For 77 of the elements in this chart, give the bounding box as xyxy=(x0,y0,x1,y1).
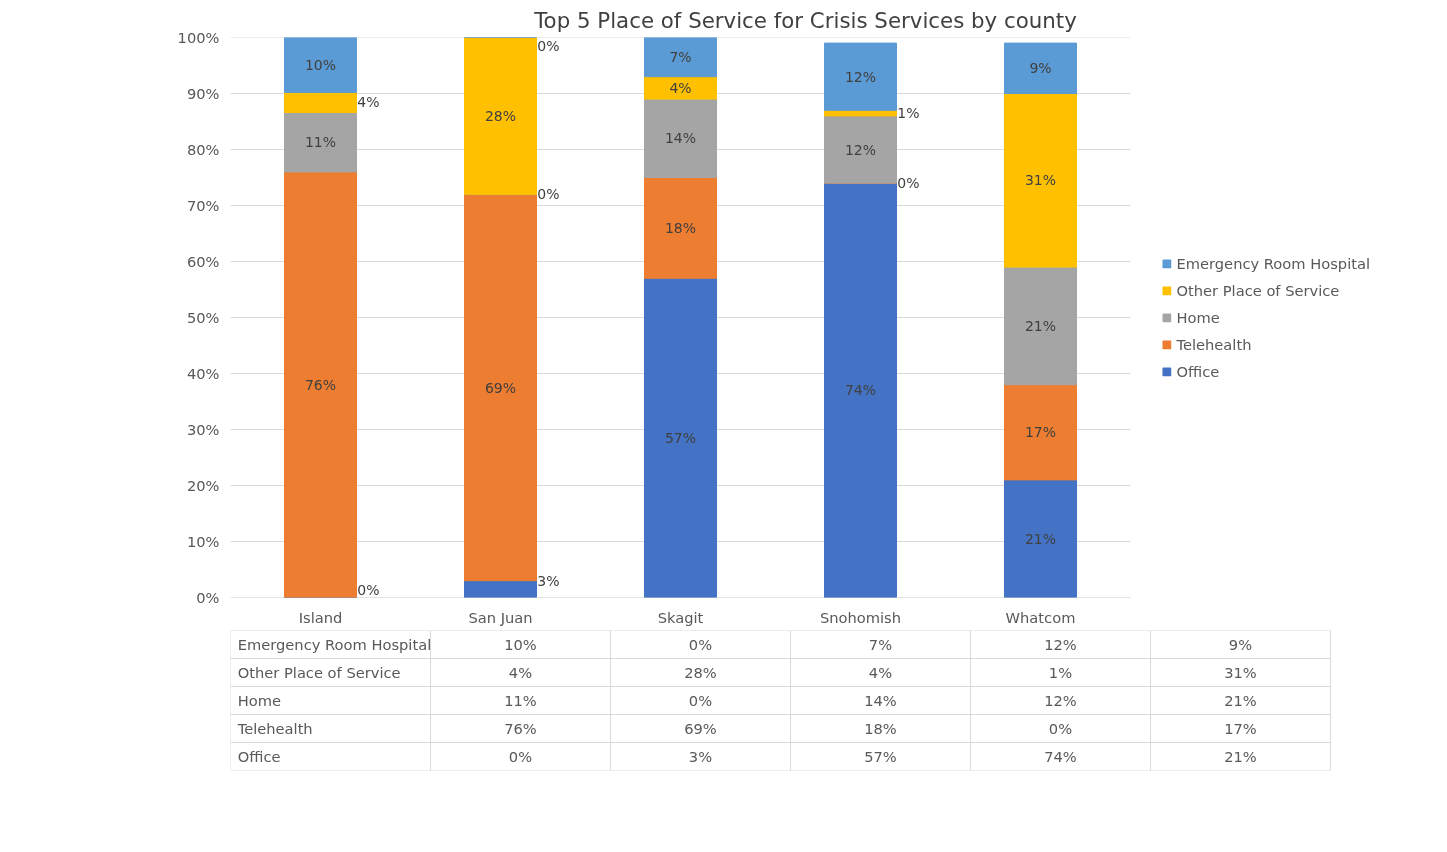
data-label: 31% xyxy=(1024,172,1057,189)
text: 0% xyxy=(688,692,713,709)
data-label: 74% xyxy=(844,382,877,399)
text: 1% xyxy=(1048,664,1073,681)
text: Emergency Room Hospital xyxy=(237,636,432,653)
data-label: 14% xyxy=(664,130,697,147)
x-tick-label: Whatcom xyxy=(1005,608,1076,626)
data-label: 12% xyxy=(844,141,877,158)
text: 21% xyxy=(1224,748,1257,765)
legend-label: Home xyxy=(1176,308,1220,326)
y-tick-label: 10% xyxy=(186,533,220,550)
text: 57% xyxy=(864,748,897,765)
legend-label: Other Place of Service xyxy=(1176,281,1340,299)
text: 76% xyxy=(504,720,537,737)
text: Home xyxy=(237,692,281,709)
legend-label: Emergency Room Hospital xyxy=(1176,254,1370,272)
text: 4% xyxy=(508,664,533,681)
text: 0% xyxy=(508,748,533,765)
text: 9% xyxy=(1228,636,1253,653)
text: 74% xyxy=(1044,748,1077,765)
x-tick-label: Island xyxy=(298,608,343,626)
x-tick-label: Skagit xyxy=(657,608,704,626)
text: 28% xyxy=(684,664,717,681)
data-label: 28% xyxy=(484,107,517,124)
y-tick-label: 20% xyxy=(186,477,220,494)
legend-label: Telehealth xyxy=(1176,335,1252,353)
legend-label: Office xyxy=(1176,362,1220,380)
data-label: 17% xyxy=(1024,424,1057,441)
text: 10% xyxy=(504,636,537,653)
text: 4% xyxy=(868,664,893,681)
y-tick-label: 70% xyxy=(186,197,220,214)
data-label: 9% xyxy=(1029,60,1052,77)
data-label: 12% xyxy=(844,68,877,85)
data-label: 76% xyxy=(304,376,337,393)
text: 69% xyxy=(684,720,717,737)
y-tick-label: 100% xyxy=(177,29,220,46)
data-label: 4% xyxy=(669,79,692,96)
text: 11% xyxy=(504,692,537,709)
text: 3% xyxy=(688,748,713,765)
data-label: 0% xyxy=(897,175,920,192)
text: 7% xyxy=(868,636,893,653)
data-label: 69% xyxy=(484,379,517,396)
text: 21% xyxy=(1224,692,1257,709)
data-label: 3% xyxy=(537,573,560,590)
data-label: 0% xyxy=(537,37,560,54)
x-tick-label: San Juan xyxy=(468,608,533,626)
text: 12% xyxy=(1044,636,1077,653)
data-label: 11% xyxy=(304,134,337,151)
text: 14% xyxy=(864,692,897,709)
text: 18% xyxy=(864,720,897,737)
y-tick-label: 90% xyxy=(186,85,220,102)
data-label: 7% xyxy=(669,49,692,66)
text: 12% xyxy=(1044,692,1077,709)
y-tick-label: 60% xyxy=(186,253,220,270)
chart-title: Top 5 Place of Service for Crisis Services by county xyxy=(533,7,1077,33)
text: Telehealth xyxy=(237,720,313,737)
y-tick-label: 0% xyxy=(196,589,220,606)
text: Office xyxy=(237,748,281,765)
text: Other Place of Service xyxy=(237,664,401,681)
y-tick-label: 50% xyxy=(186,309,220,326)
text: 17% xyxy=(1224,720,1257,737)
data-label: 21% xyxy=(1024,317,1057,334)
text: 31% xyxy=(1224,664,1257,681)
y-tick-label: 30% xyxy=(186,421,220,438)
x-tick-label: Snohomish xyxy=(819,608,902,626)
y-tick-label: 80% xyxy=(186,141,220,158)
data-label: 18% xyxy=(664,219,697,236)
data-label: 21% xyxy=(1024,530,1057,547)
y-tick-label: 40% xyxy=(186,365,220,382)
data-label: 0% xyxy=(537,186,560,203)
data-label: 10% xyxy=(304,56,337,73)
text: 0% xyxy=(1048,720,1073,737)
data-label: 1% xyxy=(897,105,920,122)
data-label: 0% xyxy=(357,581,380,598)
data-label: 4% xyxy=(357,94,380,111)
data-label: 57% xyxy=(664,429,697,446)
text: 0% xyxy=(688,636,713,653)
